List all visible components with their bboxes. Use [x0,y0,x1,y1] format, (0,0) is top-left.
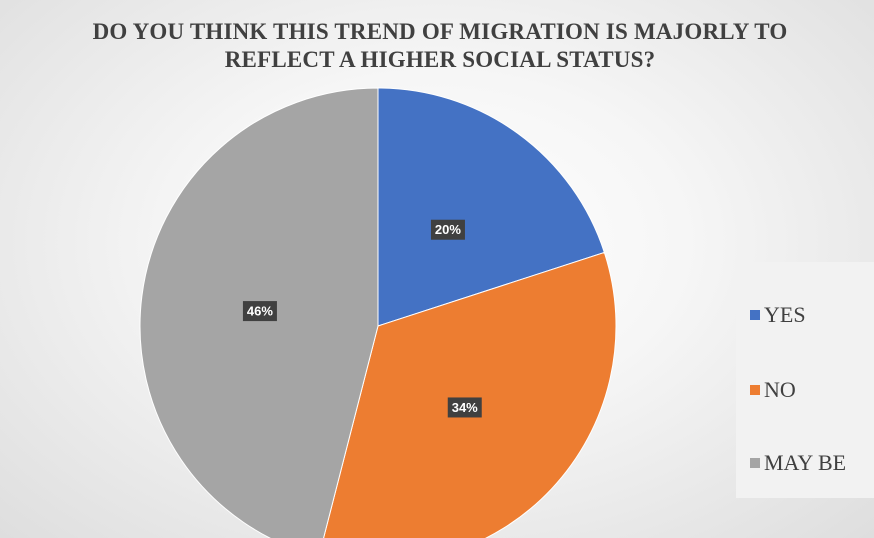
data-label-yes: 20% [430,219,465,240]
pie-slice-no [323,251,617,538]
legend-swatch-no [750,385,760,395]
legend-label-yes: YES [764,302,806,327]
data-label-box-no [447,397,482,418]
data-label-text-yes: 20% [435,222,461,237]
legend-label-no: NO [764,377,796,402]
data-label-box-may-be [242,301,277,322]
legend-label-may-be: MAY BE [764,450,847,475]
chart-title: DO YOU THINK THIS TREND OF MIGRATION IS … [92,19,788,72]
data-label-text-may-be: 46% [247,304,273,319]
legend-swatch-yes [750,310,760,320]
data-label-no: 34% [447,397,482,418]
pie-slices [139,87,617,538]
legend-item-no: NO [750,377,796,403]
data-label-may-be: 46% [242,301,277,322]
data-label-box-yes [430,219,465,240]
pie-slice-yes [377,87,605,327]
legend-swatch-may-be [750,458,760,468]
legend: YES NO MAY BE [736,262,874,498]
data-labels: 20% 34% 46% [242,219,482,418]
legend-item-yes: YES [750,302,806,328]
legend-item-may-be: MAY BE [750,450,846,476]
data-label-text-no: 34% [452,400,478,415]
